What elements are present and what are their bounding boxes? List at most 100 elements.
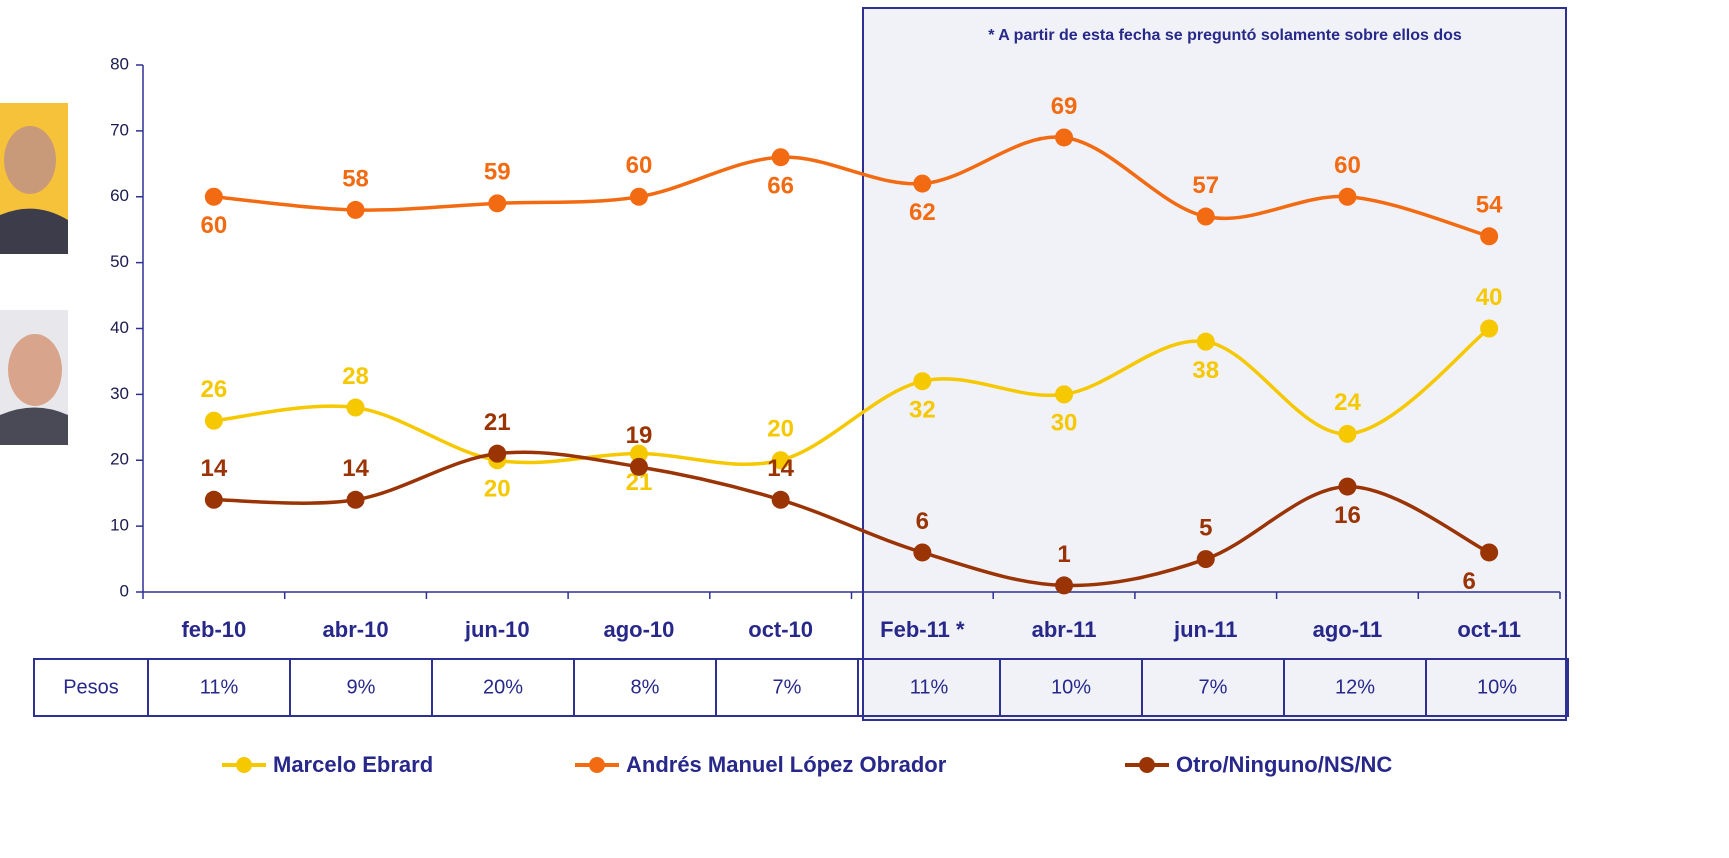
data-point <box>913 372 932 391</box>
x-tick-label: ago-10 <box>603 617 674 642</box>
series-line <box>213 135 1490 238</box>
x-tick-label: Feb-11 * <box>880 617 965 642</box>
data-label: 60 <box>200 212 227 239</box>
table-cell: 10% <box>1051 676 1091 698</box>
y-tick-label: 60 <box>110 186 129 205</box>
data-label: 59 <box>484 159 511 186</box>
annotation: * A partir de esta fecha se preguntó sol… <box>988 27 1462 44</box>
data-point <box>1338 424 1357 443</box>
data-label: 54 <box>1476 192 1503 219</box>
data-label: 66 <box>767 173 794 200</box>
data-label: 30 <box>1051 410 1078 437</box>
table-cell: 9% <box>347 676 376 698</box>
legend-label: Andrés Manuel López Obrador <box>626 752 947 777</box>
data-point <box>629 187 648 206</box>
photo <box>0 103 68 254</box>
data-point <box>913 543 932 562</box>
data-label: 57 <box>1192 172 1219 199</box>
data-point <box>1480 543 1499 562</box>
data-label: 6 <box>1462 568 1475 595</box>
y-tick-label: 10 <box>110 516 129 535</box>
data-label: 69 <box>1051 93 1078 120</box>
data-label: 62 <box>909 199 936 226</box>
y-tick-label: 50 <box>110 252 129 271</box>
x-tick-label: oct-10 <box>748 617 813 642</box>
y-tick-label: 20 <box>110 450 129 469</box>
legend-label: Marcelo Ebrard <box>273 752 433 777</box>
data-point <box>204 411 223 430</box>
data-point <box>1196 332 1215 351</box>
y-tick-label: 40 <box>110 318 129 337</box>
table-cell: 12% <box>1335 676 1375 698</box>
data-label: 14 <box>200 455 227 482</box>
data-point <box>346 200 365 219</box>
data-label: 14 <box>767 455 794 482</box>
table-border <box>33 658 1569 717</box>
legend-marker <box>236 757 252 773</box>
data-label: 28 <box>342 363 369 390</box>
x-tick-label: abr-10 <box>323 617 389 642</box>
photo <box>0 310 68 445</box>
table-cell: 10% <box>1477 676 1517 698</box>
data-point <box>204 490 223 509</box>
data-label: 38 <box>1192 357 1219 384</box>
data-label: 20 <box>767 416 794 443</box>
data-point <box>346 490 365 509</box>
data-label: 60 <box>1334 152 1361 179</box>
table-cell: 11% <box>200 676 239 698</box>
legend-label: Otro/Ninguno/NS/NC <box>1176 752 1392 777</box>
y-tick-label: 80 <box>110 54 129 73</box>
data-label: 58 <box>342 165 369 192</box>
legend-marker <box>589 757 605 773</box>
data-point <box>629 457 648 476</box>
table-cell: 11% <box>910 676 949 698</box>
data-label: 40 <box>1476 284 1503 311</box>
data-point <box>346 398 365 417</box>
data-label: 26 <box>200 376 227 403</box>
data-point <box>629 444 648 463</box>
data-label: 6 <box>916 508 929 535</box>
y-tick-label: 0 <box>120 581 129 600</box>
x-tick-label: jun-10 <box>464 617 530 642</box>
y-tick-label: 70 <box>110 120 129 139</box>
highlight-box <box>862 7 1567 721</box>
data-label: 16 <box>1334 502 1361 529</box>
data-label: 1 <box>1057 541 1070 568</box>
legend-marker <box>1139 757 1155 773</box>
data-point <box>204 187 223 206</box>
x-tick-label: jun-11 <box>1173 617 1238 642</box>
data-point <box>488 444 507 463</box>
x-tick-label: abr-11 <box>1032 617 1097 642</box>
table-cell: 20% <box>483 676 523 698</box>
data-point <box>1338 477 1357 496</box>
data-point <box>1196 207 1215 226</box>
data-point <box>1338 187 1357 206</box>
x-tick-label: ago-11 <box>1313 617 1383 642</box>
data-label: 14 <box>342 455 369 482</box>
data-point <box>488 194 507 213</box>
data-point <box>913 174 932 193</box>
data-point <box>1480 227 1499 246</box>
series-line <box>213 450 1490 588</box>
series-line <box>213 327 1491 467</box>
data-point <box>1055 576 1074 595</box>
data-label: 5 <box>1199 514 1212 541</box>
data-label: 32 <box>909 397 936 424</box>
table-cell: 7% <box>773 676 802 698</box>
table-label: Pesos <box>63 676 119 698</box>
data-point <box>1480 319 1499 338</box>
data-label: 19 <box>626 422 653 449</box>
table-cell: 8% <box>631 676 660 698</box>
data-point <box>771 451 790 470</box>
data-point <box>771 148 790 167</box>
table-cell: 7% <box>1199 676 1228 698</box>
data-label: 20 <box>484 476 511 503</box>
data-label: 60 <box>626 152 653 179</box>
data-point <box>1196 550 1215 569</box>
y-tick-label: 30 <box>110 384 129 403</box>
data-label: 24 <box>1334 389 1361 416</box>
x-tick-label: feb-10 <box>181 617 246 642</box>
data-point <box>771 490 790 509</box>
data-point <box>1055 128 1074 147</box>
